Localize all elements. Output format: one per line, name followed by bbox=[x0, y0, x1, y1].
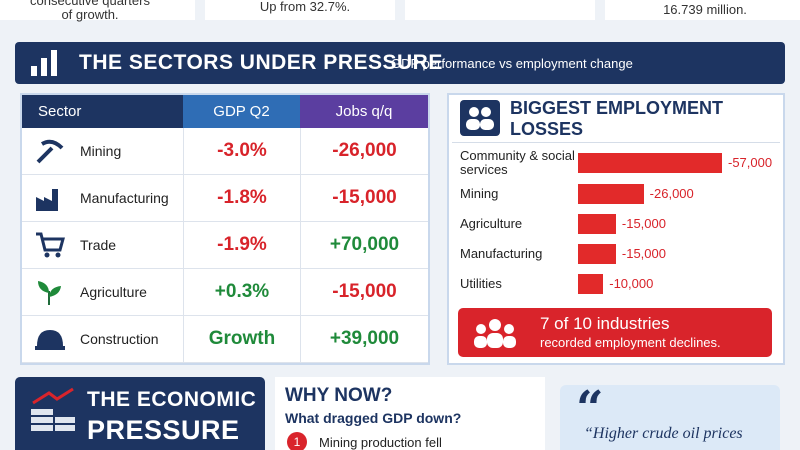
divider bbox=[452, 142, 780, 143]
bar bbox=[578, 244, 616, 264]
sector-cell: Trade bbox=[22, 222, 183, 269]
stat-text: of growth. bbox=[61, 7, 119, 22]
bar bbox=[578, 153, 722, 173]
title-line: PRESSURE bbox=[87, 415, 240, 445]
bar-value: -15,000 bbox=[621, 246, 666, 261]
bar-label: Utilities bbox=[460, 276, 502, 291]
column-header: Jobs q/q bbox=[300, 95, 428, 128]
sector-cell: Mining bbox=[22, 128, 183, 175]
bar-label: Agriculture bbox=[460, 216, 523, 231]
stat-card bbox=[205, 0, 395, 20]
item-text: Mining production fell bbox=[319, 435, 442, 450]
icon bbox=[31, 387, 75, 431]
quote-text: “Higher crude oil prices bbox=[584, 425, 743, 442]
why-question: What dragged GDP down? bbox=[285, 410, 462, 426]
economic-box: THE ECONOMIC PRESSURE bbox=[15, 377, 265, 450]
callout-text: recorded employment declines. bbox=[540, 335, 721, 350]
stat-card bbox=[0, 0, 195, 20]
bar-value: -10,000 bbox=[609, 276, 654, 291]
stat-card bbox=[605, 0, 800, 20]
panel-title: BIGGEST EMPLOYMENT LOSSES bbox=[510, 98, 723, 140]
quote-box: “ “Higher crude oil prices bbox=[560, 381, 780, 450]
value-cell: Growth bbox=[183, 316, 300, 363]
bar bbox=[578, 214, 616, 234]
icon bbox=[460, 100, 500, 136]
section-subtitle: GDP performance vs employment change bbox=[391, 56, 633, 71]
value-cell: -26,000 bbox=[300, 128, 428, 175]
item-number: 1 bbox=[287, 432, 307, 450]
row-icon bbox=[36, 189, 58, 211]
bar-label: Community & social services bbox=[460, 148, 575, 177]
why-box: WHY NOW? What dragged GDP down? 1 Mining… bbox=[275, 377, 545, 450]
bar-value: -57,000 bbox=[728, 155, 773, 170]
row-icon bbox=[35, 330, 65, 350]
icon bbox=[31, 50, 57, 76]
value-cell: -1.8% bbox=[183, 175, 300, 222]
section-header: THE SECTORS UNDER PRESSURE GDP performan… bbox=[15, 42, 785, 84]
column-header: GDP Q2 bbox=[183, 95, 300, 128]
row-icon bbox=[36, 232, 65, 258]
value-cell: -15,000 bbox=[300, 269, 428, 316]
icon bbox=[474, 319, 516, 348]
bar-value: -15,000 bbox=[621, 216, 666, 231]
value-cell: +70,000 bbox=[300, 222, 428, 269]
stat-text: 16.739 million. bbox=[663, 2, 747, 17]
bar-label: Mining bbox=[460, 186, 499, 201]
value-cell: +0.3% bbox=[183, 269, 300, 316]
sector-cell: Agriculture bbox=[22, 269, 183, 316]
callout: 7 of 10 industries recorded employment d… bbox=[458, 308, 772, 357]
title-line: BIGGEST EMPLOYMENT bbox=[510, 98, 724, 118]
value-cell: -3.0% bbox=[183, 128, 300, 175]
quote-mark: “ bbox=[576, 381, 604, 437]
value-cell: -15,000 bbox=[300, 175, 428, 222]
sector-cell: Construction bbox=[22, 316, 183, 363]
stat-text: consecutive quarters bbox=[30, 0, 150, 8]
stat-card bbox=[405, 0, 595, 20]
value-cell: -1.9% bbox=[183, 222, 300, 269]
why-title: WHY NOW? bbox=[285, 385, 393, 406]
section-title: THE SECTORS UNDER PRESSURE bbox=[79, 51, 443, 74]
sector-table: Sector GDP Q2 Jobs q/q Mining -3.0% -26,000 Ma… bbox=[20, 93, 430, 365]
sector-cell: Manufacturing bbox=[22, 175, 183, 222]
title-line: LOSSES bbox=[510, 119, 584, 139]
callout-highlight: 7 of 10 industries bbox=[540, 314, 670, 333]
stat-text: Up from 32.7%. bbox=[259, 0, 351, 14]
bar bbox=[578, 184, 644, 204]
title-line: THE ECONOMIC bbox=[87, 388, 257, 411]
bar-label: Manufacturing bbox=[460, 246, 543, 261]
column-header: Sector bbox=[22, 95, 183, 128]
row-icon bbox=[38, 281, 61, 305]
box-title: THE ECONOMIC PRESSURE bbox=[87, 387, 257, 445]
row-icon bbox=[36, 139, 64, 164]
bar bbox=[578, 274, 604, 294]
value-cell: +39,000 bbox=[300, 316, 428, 363]
bar-value: -26,000 bbox=[649, 186, 694, 201]
